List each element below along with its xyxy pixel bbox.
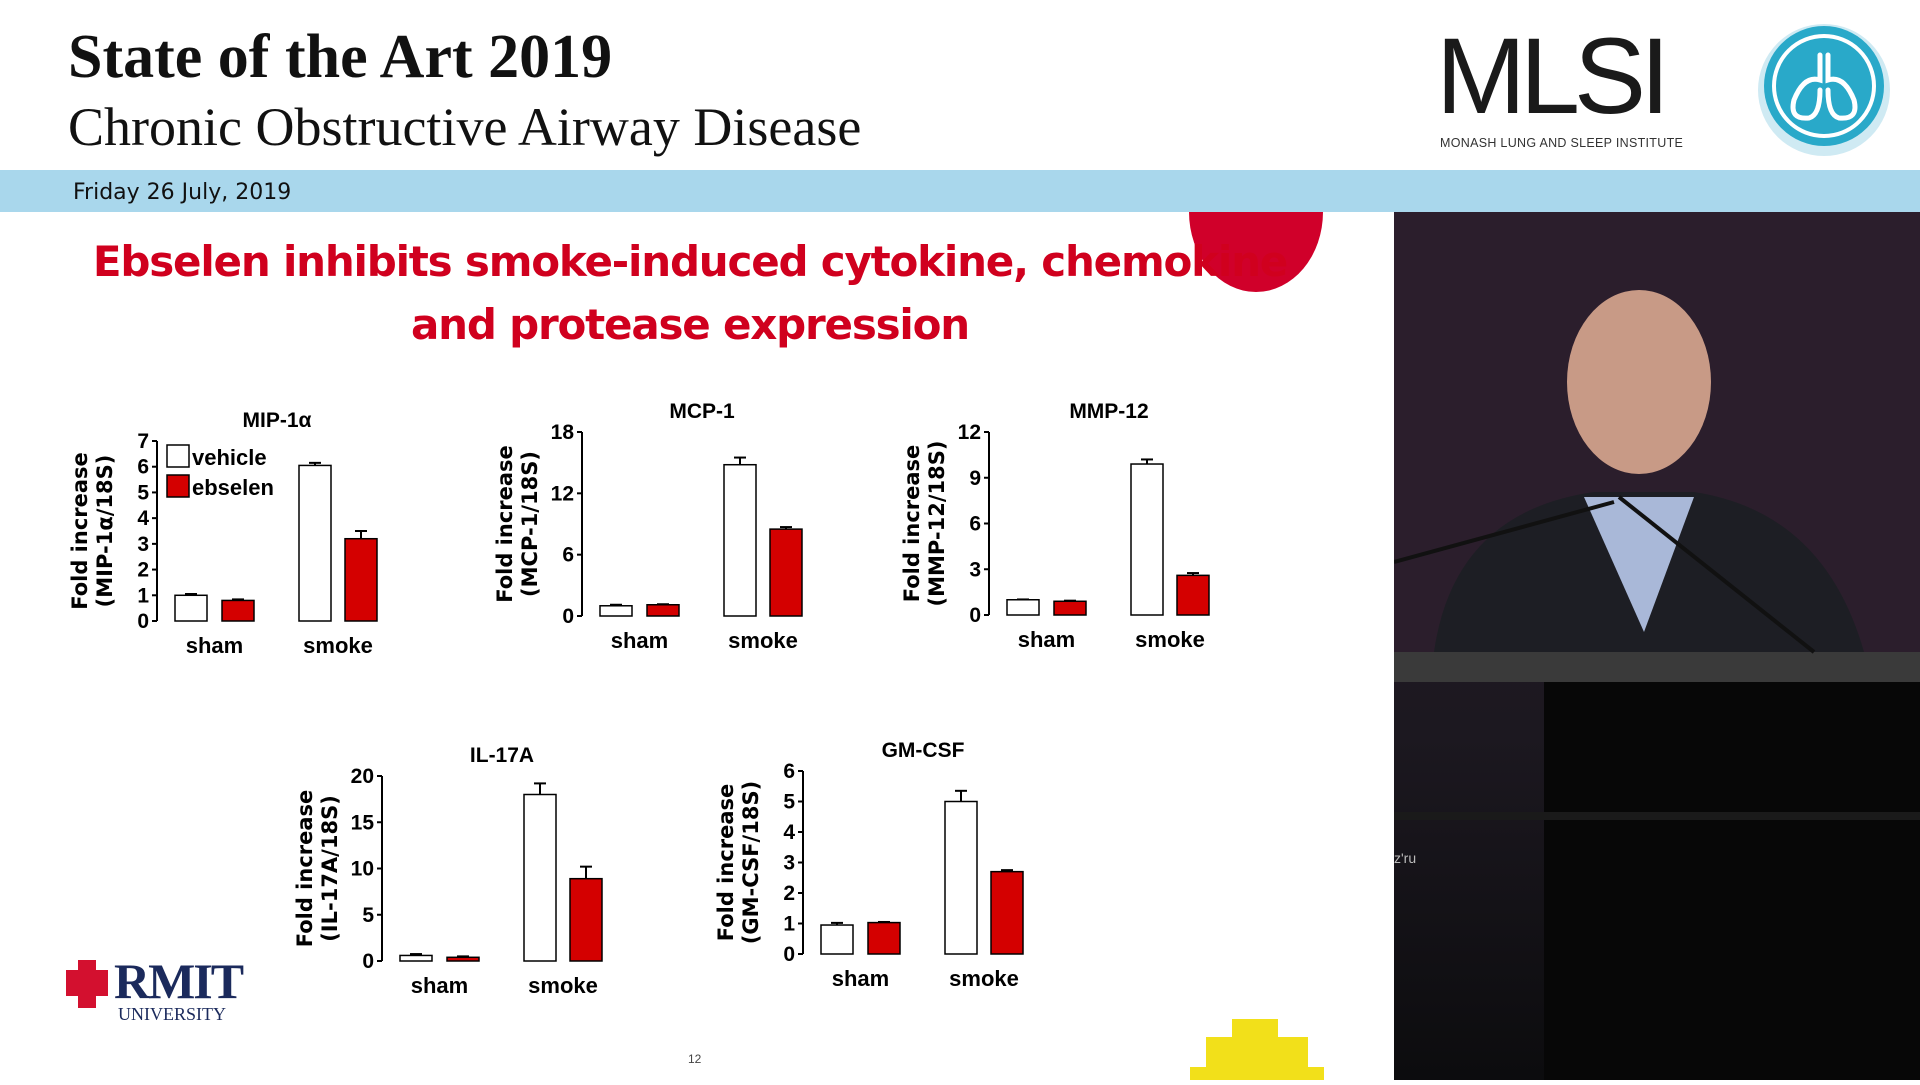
event-date: Friday 26 July, 2019	[73, 180, 292, 205]
rmit-logo-name: RMIT	[114, 953, 244, 1009]
lung-logo-icon	[1758, 24, 1890, 156]
rmit-logo: RMIT UNIVERSITY	[66, 953, 244, 1024]
presentation-slide: Ebselen inhibits smoke-induced cytokine,…	[0, 212, 1394, 1080]
speaker-video	[1393, 212, 1920, 1080]
slide-title-line-2: and protease expression	[411, 300, 970, 349]
header: State of the Art 2019 Chronic Obstructiv…	[0, 0, 1920, 170]
mlsi-logo-text: MLSI	[1436, 15, 1670, 136]
page-number: 12	[688, 1052, 702, 1066]
conference-title: State of the Art 2019	[68, 23, 613, 91]
mlsi-tagline: MONASH LUNG AND SLEEP INSTITUTE	[1440, 136, 1684, 150]
rmit-pixel-icon	[66, 960, 108, 1008]
slide-title-line-1: Ebselen inhibits smoke-induced cytokine,…	[92, 237, 1288, 286]
speaker-figure	[1393, 212, 1920, 1080]
date-band	[0, 170, 1920, 212]
video-overlay-text: z'ru	[1394, 850, 1417, 866]
conference-subtitle: Chronic Obstructive Airway Disease	[68, 97, 862, 157]
rmit-logo-sub: UNIVERSITY	[118, 1004, 226, 1024]
yellow-shape-decoration	[1190, 1019, 1324, 1080]
